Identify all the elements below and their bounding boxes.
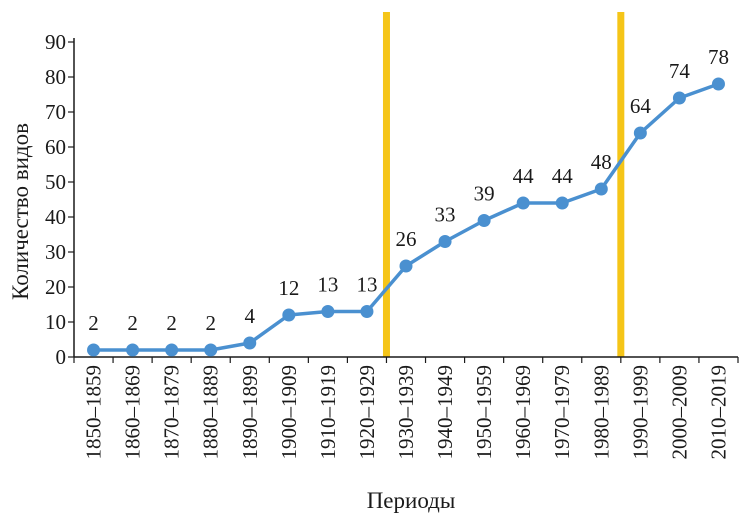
x-ticks: 1850–1859 1860–1869 1870–1879 1880–1889 1890…: [73, 357, 739, 460]
data-label: 78: [708, 45, 729, 69]
data-label: 2: [205, 311, 216, 335]
x-tick-label: 1860–1869: [121, 365, 145, 460]
data-point: [399, 259, 413, 273]
x-tick-label: 1850–1859: [82, 365, 106, 460]
data-label: 2: [127, 311, 138, 335]
y-tick-label: 90: [45, 30, 66, 54]
data-label: 39: [474, 182, 495, 206]
x-tick-label: 1920–1929: [355, 365, 379, 460]
data-label: 13: [356, 273, 377, 297]
x-tick-label: 1910–1919: [316, 365, 340, 460]
x-tick-label: 1980–1989: [589, 365, 613, 460]
data-label: 2: [166, 311, 177, 335]
series: [87, 77, 725, 357]
data-label: 26: [396, 227, 417, 251]
axes: [73, 38, 738, 358]
data-point: [633, 126, 647, 140]
data-point: [87, 343, 101, 357]
data-point: [321, 305, 335, 318]
data-label: 48: [591, 150, 612, 174]
data-point: [672, 91, 686, 105]
data-point: [204, 343, 218, 357]
data-point: [438, 235, 452, 248]
data-label: 44: [513, 164, 535, 188]
data-label: 12: [278, 276, 299, 300]
data-label: 4: [245, 304, 256, 328]
data-point: [555, 196, 569, 210]
y-axis-title: Количество видов: [8, 123, 33, 300]
data-point: [360, 305, 374, 318]
x-tick-label: 2010–2019: [706, 365, 730, 460]
y-tick-label: 0: [56, 345, 67, 369]
x-tick-label: 2000–2009: [667, 365, 691, 460]
y-tick-label: 60: [45, 135, 66, 159]
x-tick-label: 1990–1999: [628, 365, 652, 460]
x-tick-label: 1900–1909: [277, 365, 301, 460]
data-point: [126, 343, 140, 357]
series-line: [93, 82, 720, 352]
y-tick-label: 20: [45, 275, 66, 299]
y-tick-label: 80: [45, 65, 66, 89]
data-point: [165, 343, 179, 357]
data-label: 74: [669, 59, 691, 83]
x-tick-label: 1890–1899: [238, 365, 262, 460]
data-point: [594, 182, 608, 196]
data-label: 13: [317, 273, 338, 297]
y-ticks: 0 10 20 30 40 50 60 70 80 90: [45, 30, 74, 369]
reference-lines: [382, 12, 625, 357]
data-point: [711, 77, 725, 91]
x-tick-label: 1950–1959: [472, 365, 496, 460]
data-label: 33: [435, 203, 456, 227]
data-label: 44: [552, 164, 574, 188]
y-tick-label: 70: [45, 100, 66, 124]
x-tick-label: 1930–1939: [394, 365, 418, 460]
x-tick-label: 1880–1889: [199, 365, 223, 460]
x-tick-label: 1960–1969: [511, 365, 535, 460]
data-point: [516, 196, 530, 210]
data-point: [243, 336, 257, 350]
x-tick-label: 1970–1979: [550, 365, 574, 460]
y-tick-label: 10: [45, 310, 66, 334]
data-point: [282, 308, 296, 322]
y-tick-label: 40: [45, 205, 66, 229]
y-tick-label: 30: [45, 240, 66, 264]
data-label: 2: [88, 311, 99, 335]
x-tick-label: 1870–1879: [160, 365, 184, 460]
x-axis-title: Периоды: [367, 488, 456, 513]
data-point: [477, 214, 491, 227]
y-tick-label: 50: [45, 170, 66, 194]
x-tick-label: 1940–1949: [433, 365, 457, 460]
data-labels: 2 2 2 2 4 12 13 13 26 33 39 44 44 48 64 74 78: [88, 45, 729, 335]
data-label: 64: [630, 94, 652, 118]
